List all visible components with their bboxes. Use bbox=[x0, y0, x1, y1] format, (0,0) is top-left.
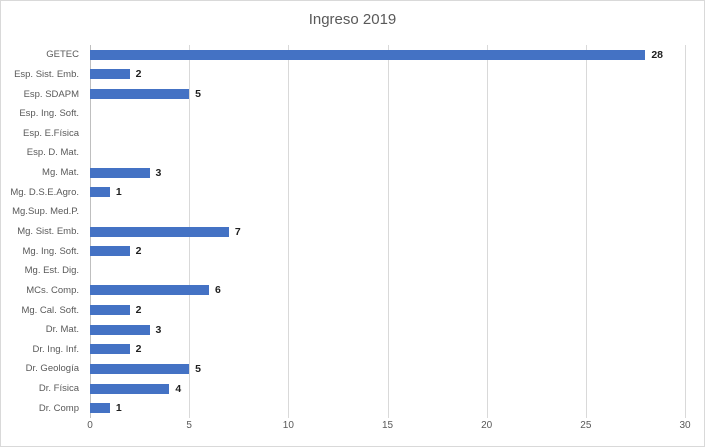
bar bbox=[90, 363, 190, 374]
gridline bbox=[387, 45, 389, 418]
category-label: Mg. D.S.E.Agro. bbox=[10, 186, 79, 198]
category-label: Dr. Geología bbox=[25, 363, 79, 375]
bar bbox=[90, 89, 190, 100]
x-tick-label: 20 bbox=[481, 420, 493, 431]
bar-row: 2 bbox=[90, 244, 685, 257]
bar-value-label: 3 bbox=[155, 323, 162, 336]
bar-row: 1 bbox=[90, 185, 685, 198]
category-label: Mg. Sist. Emb. bbox=[17, 225, 79, 237]
x-tick-label: 5 bbox=[186, 420, 192, 431]
chart-title: Ingreso 2019 bbox=[308, 11, 397, 28]
category-label: GETEC bbox=[46, 49, 79, 61]
bar-value-label: 1 bbox=[115, 401, 122, 414]
category-label: Mg. Ing. Soft. bbox=[22, 245, 80, 257]
category-label: Dr. Comp bbox=[38, 402, 79, 414]
x-tick-label: 10 bbox=[282, 420, 294, 431]
x-tick-label: 0 bbox=[87, 420, 93, 431]
category-label: Dr. Mat. bbox=[45, 324, 79, 336]
category-label: Esp. E.Física bbox=[23, 127, 79, 139]
bar bbox=[90, 324, 150, 335]
category-label: Esp. SDAPM bbox=[23, 88, 79, 100]
bar-value-label: 1 bbox=[115, 185, 122, 198]
bar bbox=[90, 403, 110, 414]
bar bbox=[90, 305, 130, 316]
bar-value-label: 2 bbox=[135, 303, 142, 316]
bar bbox=[90, 167, 150, 178]
x-tick-label: 25 bbox=[580, 420, 592, 431]
bar-value-label: 28 bbox=[651, 48, 664, 61]
bar bbox=[90, 344, 130, 355]
bar-row: 1 bbox=[90, 401, 685, 414]
x-tick-label: 30 bbox=[679, 420, 691, 431]
bar-row: 3 bbox=[90, 166, 685, 179]
bar bbox=[90, 285, 209, 296]
bar-row: 2 bbox=[90, 303, 685, 316]
plot-area: 28 2 5 3 1 7 2 6 2 3 2 5 4 1 bbox=[90, 45, 686, 418]
category-label: Esp. Sist. Emb. bbox=[14, 68, 79, 80]
gridline bbox=[486, 45, 488, 418]
category-label: Mg. Cal. Soft. bbox=[21, 304, 79, 316]
gridline bbox=[685, 45, 686, 418]
bar-value-label: 3 bbox=[155, 166, 162, 179]
category-axis: GETEC Esp. Sist. Emb. Esp. SDAPM Esp. Ing. … bbox=[1, 45, 85, 418]
bar bbox=[90, 226, 229, 237]
bar-value-label: 2 bbox=[135, 68, 142, 81]
bar bbox=[90, 49, 646, 60]
category-label: Mg. Est. Dig. bbox=[24, 265, 79, 277]
category-label: MCs. Comp. bbox=[26, 284, 79, 296]
bar-value-label: 6 bbox=[215, 284, 221, 297]
bar-row: 4 bbox=[90, 382, 685, 395]
bar-value-label: 2 bbox=[135, 343, 142, 356]
bar bbox=[90, 187, 110, 198]
bar-row: 28 bbox=[90, 48, 685, 61]
bar-value-label: 4 bbox=[175, 382, 182, 395]
category-label: Esp. Ing. Soft. bbox=[19, 108, 79, 120]
bar bbox=[90, 383, 170, 394]
bar-value-label: 5 bbox=[195, 362, 201, 375]
gridline bbox=[585, 45, 587, 418]
bar bbox=[90, 246, 130, 257]
category-label: Mg. Mat. bbox=[42, 167, 79, 179]
category-label: Mg.Sup. Med.P. bbox=[12, 206, 79, 218]
bar-value-label: 7 bbox=[234, 225, 241, 238]
bar-row: 2 bbox=[90, 68, 685, 81]
bar-value-label: 2 bbox=[135, 244, 142, 257]
bar-row: 5 bbox=[90, 87, 685, 100]
category-label: Dr. Física bbox=[38, 383, 79, 395]
gridline bbox=[288, 45, 290, 418]
bar-value-label: 5 bbox=[195, 87, 201, 100]
value-axis: 0 5 10 15 20 25 30 bbox=[87, 420, 690, 434]
category-label: Esp. D. Mat. bbox=[26, 147, 79, 159]
bar-row: 3 bbox=[90, 323, 685, 336]
bar-row: 2 bbox=[90, 343, 685, 356]
bar-row: 6 bbox=[90, 284, 685, 297]
category-label: Dr. Ing. Inf. bbox=[32, 343, 79, 355]
bar bbox=[90, 69, 130, 80]
bar-row: 5 bbox=[90, 362, 685, 375]
bar-row: 7 bbox=[90, 225, 685, 238]
x-tick-label: 15 bbox=[381, 420, 394, 431]
